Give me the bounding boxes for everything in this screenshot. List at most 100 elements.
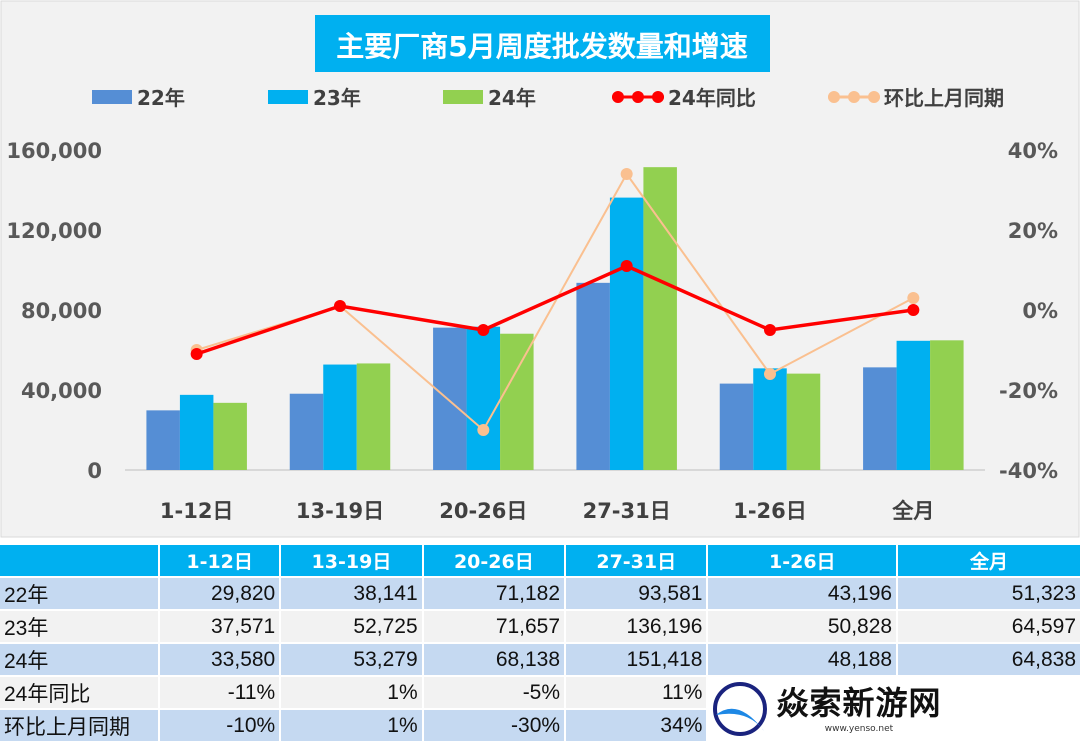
table-cell: 11% [566, 677, 707, 708]
table-row: 22年 29,820 38,141 71,182 93,581 43,196 51,323 [0, 578, 1080, 609]
bar-22年 [576, 282, 610, 470]
table-cell: 51,323 [898, 578, 1080, 609]
x-tick-label: 1-12日 [160, 499, 234, 523]
row-label: 24年同比 [0, 677, 158, 708]
x-tick-label: 13-19日 [296, 499, 384, 523]
data-table: 1-12日 13-19日 20-26日 27-31日 1-26日 全月 22年 29,820… [0, 543, 1080, 743]
bar-24年 [930, 340, 964, 470]
table-cell: 136,196 [566, 611, 707, 642]
point-24年同比 [190, 348, 203, 360]
point-环比上月同期 [907, 292, 920, 304]
legend-marker [632, 91, 644, 103]
header-corner [0, 545, 158, 576]
table-cell: 52,725 [281, 611, 422, 642]
legend-label: 23年 [313, 86, 361, 110]
right-tick-label: -40% [999, 459, 1058, 483]
table-cell: 1% [281, 710, 422, 741]
table-cell: 151,418 [566, 644, 707, 675]
bar-23年 [753, 368, 787, 470]
table-cell: 64,838 [898, 644, 1080, 675]
bar-24年 [356, 363, 391, 470]
bar-24年 [786, 373, 821, 470]
table-cell: 71,182 [423, 578, 565, 609]
bar-23年 [609, 197, 644, 470]
point-24年同比 [620, 260, 633, 272]
right-tick-label: 40% [1008, 139, 1058, 163]
legend-label: 24年同比 [668, 86, 756, 110]
table-cell: -10% [160, 710, 280, 741]
row-label: 24年 [0, 644, 158, 675]
watermark-cell: 焱索新游网 www.yenso.net [708, 677, 1080, 741]
bar-24年 [643, 167, 677, 470]
point-24年同比 [907, 304, 920, 316]
table-cell: 34% [566, 710, 707, 741]
x-tick-label: 1-26日 [733, 499, 807, 523]
column-header: 全月 [898, 545, 1080, 576]
table-cell: 29,820 [160, 578, 280, 609]
x-tick-label: 27-31日 [583, 499, 671, 523]
chart-title: 主要厂商5月周度批发数量和增速 [336, 30, 747, 63]
point-环比上月同期 [764, 368, 776, 380]
table-cell: 64,597 [898, 611, 1080, 642]
title-box [315, 15, 770, 72]
table-cell: 1% [281, 677, 422, 708]
legend-marker [868, 91, 880, 103]
axes: 0 40,000 80,000 120,000 160,000 -40% -20% 0% 20%… [6, 139, 1058, 523]
column-header: 1-26日 [708, 545, 897, 576]
table-cell: 68,138 [423, 644, 565, 675]
bar-23年 [179, 394, 214, 470]
row-label: 22年 [0, 578, 158, 609]
watermark-text: 焱索新游网 [776, 684, 942, 722]
point-环比上月同期 [620, 168, 633, 180]
watermark-logo-icon [713, 682, 768, 736]
right-tick-label: -20% [999, 379, 1058, 403]
column-header: 27-31日 [566, 545, 707, 576]
bar-23年 [466, 326, 501, 470]
left-tick-label: 0 [87, 459, 102, 483]
x-tick-label: 全月 [891, 499, 934, 523]
legend-marker [612, 91, 624, 103]
table-cell: 53,279 [281, 644, 422, 675]
legend-label: 22年 [137, 86, 185, 110]
table-cell: 71,657 [423, 611, 565, 642]
point-环比上月同期 [477, 424, 490, 436]
column-header: 20-26日 [423, 545, 565, 576]
column-header: 1-12日 [160, 545, 280, 576]
table-cell: -30% [423, 710, 565, 741]
table-row: 23年 37,571 52,725 71,657 136,196 50,828 64,597 [0, 611, 1080, 642]
legend-swatch [268, 90, 308, 104]
legend-marker [848, 91, 860, 103]
bar-22年 [719, 383, 754, 470]
legend-label: 环比上月同期 [884, 86, 1004, 110]
bar-23年 [896, 340, 931, 470]
right-tick-label: 0% [1022, 299, 1058, 323]
x-tick-label: 20-26日 [439, 499, 527, 523]
bar-22年 [433, 327, 467, 470]
left-tick-label: 160,000 [6, 139, 102, 163]
lines [190, 168, 920, 436]
bar-23年 [323, 364, 357, 470]
left-tick-label: 40,000 [21, 379, 102, 403]
table-cell: 48,188 [708, 644, 897, 675]
column-header: 13-19日 [281, 545, 422, 576]
table-row: 环比上月同期 -10% 1% -30% 34% [0, 710, 1080, 741]
left-tick-label: 80,000 [21, 299, 102, 323]
table-row: 24年同比 -11% 1% -5% 11% 焱索新游网 www.yenso.net [0, 677, 1080, 741]
point-24年同比 [764, 324, 776, 336]
table-cell: -5% [423, 677, 565, 708]
bar-24年 [500, 333, 534, 470]
left-tick-label: 120,000 [6, 219, 102, 243]
legend-label: 24年 [488, 86, 536, 110]
row-label: 环比上月同期 [0, 710, 158, 741]
bar-22年 [289, 393, 324, 470]
row-label: 23年 [0, 611, 158, 642]
legend: 22年 23年 24年 24年同比 环比上月同期 [92, 86, 1004, 110]
line-24年同比 [196, 264, 914, 356]
bar-22年 [863, 367, 897, 470]
legend-swatch [92, 90, 132, 104]
table-cell: 50,828 [708, 611, 897, 642]
point-24年同比 [334, 300, 346, 312]
series-24年同比 [190, 260, 920, 360]
legend-marker [828, 91, 840, 103]
bars [146, 167, 964, 470]
